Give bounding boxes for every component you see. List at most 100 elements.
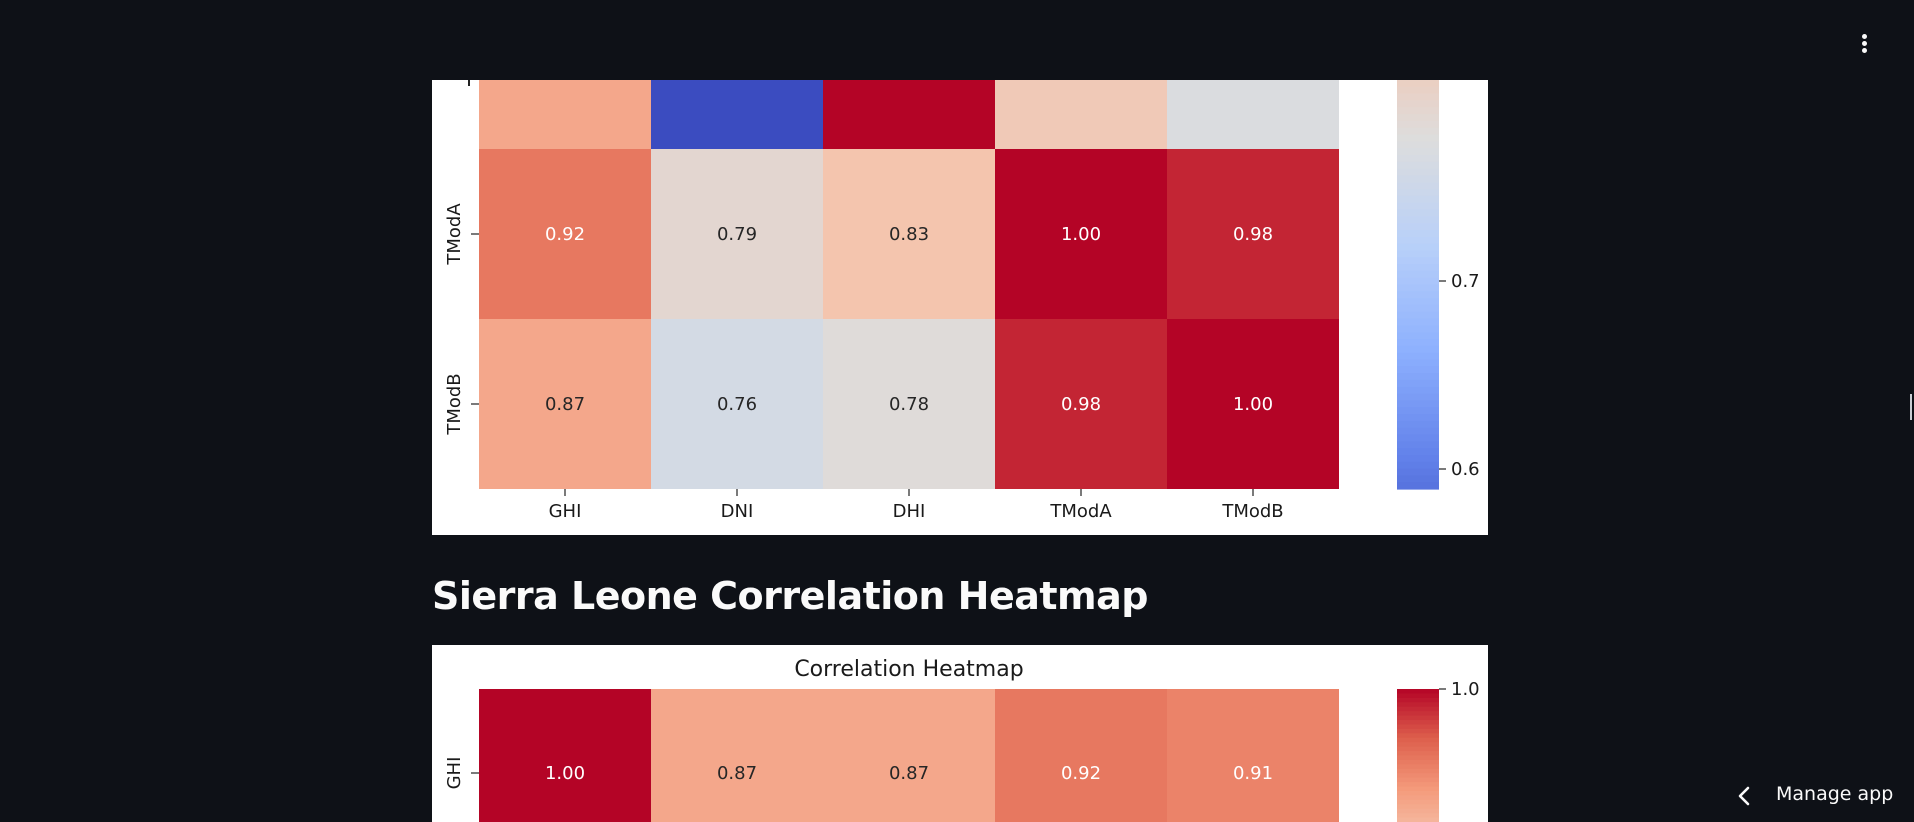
colorbar-segment [1397, 799, 1439, 805]
colorbar-segment [1397, 702, 1439, 708]
y-tick-label: TModA [444, 203, 465, 266]
x-tick-label: DHI [893, 501, 926, 522]
cell-value-label: 0.79 [717, 224, 757, 245]
colorbar-segment [1397, 332, 1439, 340]
colorbar-segment [1397, 264, 1439, 272]
colorbar-segment [1397, 298, 1439, 306]
colorbar-segment [1397, 100, 1439, 108]
colorbar-segment [1397, 454, 1439, 463]
x-tick-label: DNI [721, 501, 754, 522]
colorbar-segment [1397, 746, 1439, 752]
kebab-menu-icon[interactable] [1852, 30, 1876, 58]
colorbar-segment [1397, 737, 1439, 743]
colorbar-segment [1397, 786, 1439, 792]
colorbar-segment [1397, 127, 1439, 136]
colorbar-segment [1397, 189, 1439, 197]
colorbar-segment [1397, 141, 1439, 149]
heatmap-cell [651, 149, 823, 319]
colorbar-segment [1397, 407, 1439, 415]
heatmap-cell [995, 689, 1167, 822]
y-tick-label: GHI [444, 757, 465, 790]
colorbar-segment [1397, 325, 1439, 333]
colorbar-segment [1397, 373, 1439, 381]
heatmap-cell [995, 319, 1167, 489]
colorbar-segment [1397, 291, 1439, 299]
heatmap-cell-partial [651, 80, 823, 149]
colorbar-segment [1397, 414, 1439, 422]
colorbar-segment [1397, 318, 1439, 326]
cell-value-label: 0.76 [717, 394, 757, 415]
cell-value-label: 0.83 [889, 224, 929, 245]
heatmap-cell-partial [995, 80, 1167, 149]
colorbar-segment [1397, 175, 1439, 183]
colorbar-segment [1397, 223, 1439, 231]
cell-value-label: 1.00 [1061, 224, 1101, 245]
colorbar-segment [1397, 482, 1439, 490]
cell-value-label: 0.92 [545, 224, 585, 245]
y-tick-label: TModB [444, 373, 465, 435]
colorbar-segment [1397, 764, 1439, 770]
colorbar-segment [1397, 304, 1439, 313]
heatmap-cell [1167, 319, 1339, 489]
cell-value-label: 0.87 [717, 763, 757, 784]
colorbar-segment [1397, 250, 1439, 258]
colorbar-segment [1397, 720, 1439, 726]
colorbar-segment [1397, 168, 1439, 177]
colorbar-segment [1397, 697, 1439, 703]
heatmap-cell [1167, 689, 1339, 822]
colorbar-segment [1397, 148, 1439, 156]
colorbar-segment [1397, 161, 1439, 170]
colorbar-segment [1397, 711, 1439, 717]
colorbar-segment [1397, 733, 1439, 739]
colorbar-segment [1397, 689, 1439, 695]
colorbar-segment [1397, 400, 1439, 408]
colorbar-segment [1397, 420, 1439, 429]
colorbar-segment [1397, 768, 1439, 774]
colorbar-segment [1397, 755, 1439, 761]
colorbar-segment [1397, 284, 1439, 292]
colorbar-segment [1397, 795, 1439, 801]
colorbar-segment [1397, 441, 1439, 449]
colorbar-segment [1397, 468, 1439, 476]
heatmap-cell-partial [1167, 80, 1339, 149]
heatmap-cell [823, 319, 995, 489]
colorbar-segment [1397, 86, 1439, 95]
colorbar-segment [1397, 808, 1439, 814]
colorbar-segment [1397, 339, 1439, 347]
colorbar-segment [1397, 277, 1439, 286]
heatmap-cell [651, 689, 823, 822]
heatmap-cell [479, 689, 651, 822]
colorbar-tick-label: 0.7 [1451, 271, 1480, 292]
heatmap-cell [1167, 149, 1339, 319]
colorbar-segment [1397, 777, 1439, 783]
colorbar-segment [1397, 724, 1439, 730]
cell-value-label: 1.00 [545, 763, 585, 784]
x-tick-label: GHI [549, 501, 582, 522]
chart-title: Correlation Heatmap [794, 657, 1023, 682]
colorbar-tick-label: 0.6 [1451, 459, 1480, 480]
colorbar-segment [1397, 782, 1439, 788]
colorbar-segment [1397, 804, 1439, 810]
colorbar-segment [1397, 80, 1439, 88]
heatmap-cell [823, 689, 995, 822]
colorbar-segment [1397, 345, 1439, 354]
colorbar-segment [1397, 742, 1439, 748]
x-tick-label: TModA [1049, 501, 1112, 522]
colorbar-segment [1397, 270, 1439, 279]
colorbar-segment [1397, 120, 1439, 129]
cell-value-label: 0.87 [889, 763, 929, 784]
scroll-edge-marker [1910, 394, 1912, 420]
heatmap-cell-partial [823, 80, 995, 149]
heatmap-cell-partial [479, 80, 651, 149]
manage-app-button[interactable]: Manage app [1728, 780, 1914, 812]
colorbar-segment [1397, 154, 1439, 163]
colorbar-segment [1397, 379, 1439, 388]
x-tick-label: TModB [1221, 501, 1283, 522]
colorbar-segment [1397, 182, 1439, 190]
cell-value-label: 0.78 [889, 394, 929, 415]
chevron-left-icon [1738, 786, 1750, 806]
chart-panel-bottom: Correlation Heatmap 1.00 0.87 0.87 0.92 0.91 G… [432, 645, 1488, 822]
colorbar-segment [1397, 93, 1439, 102]
colorbar-segment [1397, 773, 1439, 779]
colorbar-segment [1397, 693, 1439, 699]
